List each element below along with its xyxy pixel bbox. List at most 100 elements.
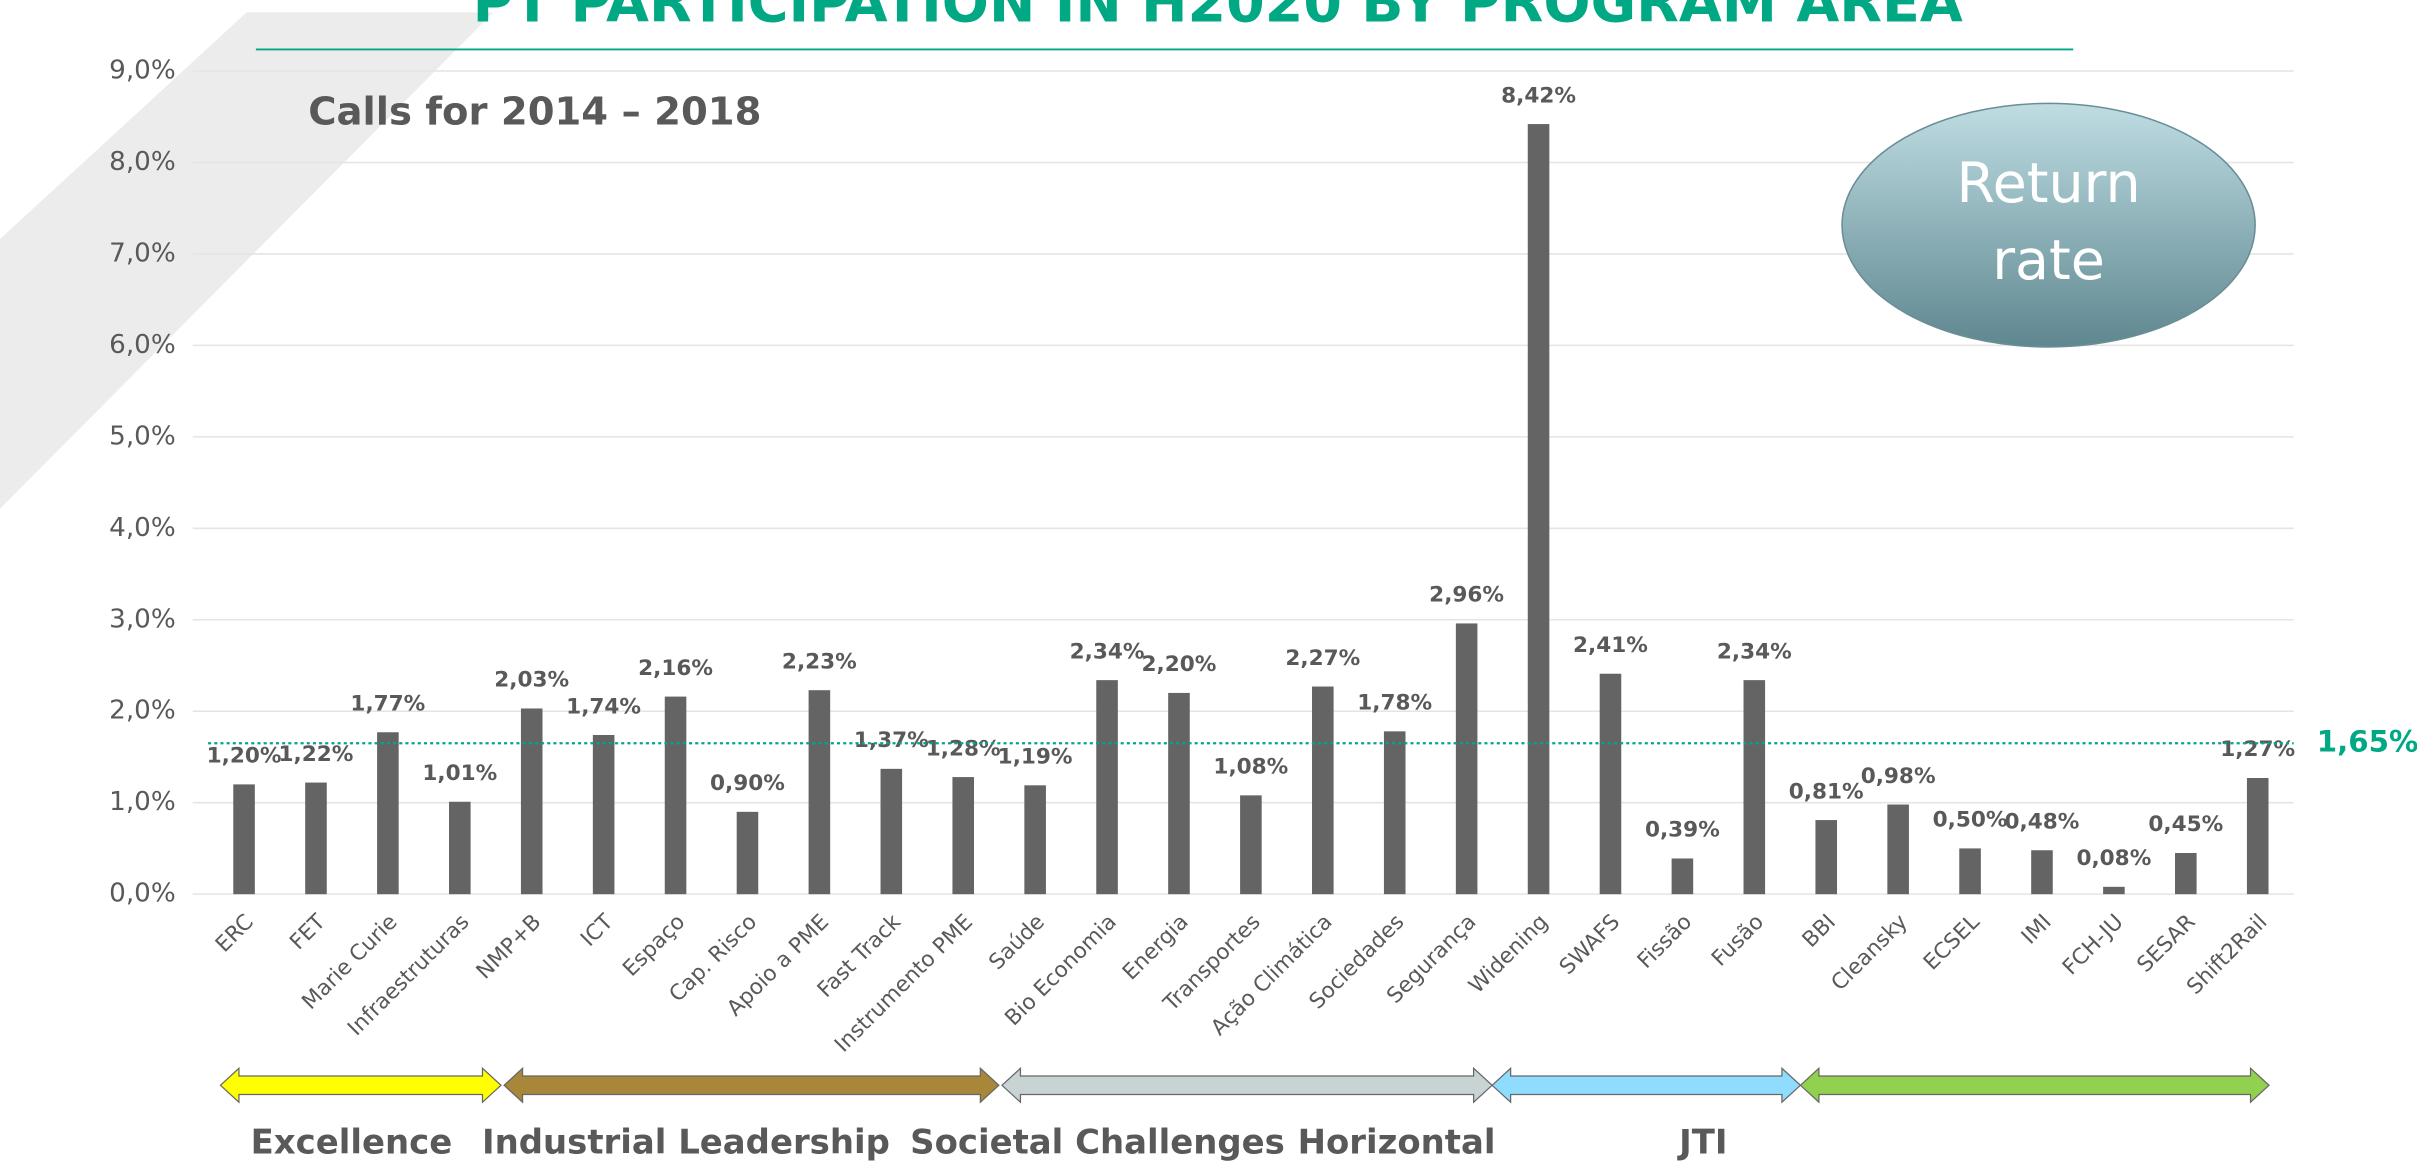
value-label: 2,41% <box>1573 633 1648 658</box>
bar <box>1312 686 1334 895</box>
value-label: 8,42% <box>1501 83 1576 108</box>
value-label: 1,27% <box>2220 737 2295 762</box>
bar <box>377 732 399 895</box>
bar <box>1887 804 1909 895</box>
group-arrow <box>503 1066 1000 1104</box>
value-label: 1,08% <box>1213 755 1288 780</box>
y-tick-label: 3,0% <box>109 604 176 634</box>
bar <box>1743 680 1766 895</box>
bar <box>449 801 471 895</box>
bar <box>952 777 975 895</box>
y-tick-label: 1,0% <box>109 787 176 817</box>
value-label: 0,90% <box>710 771 785 796</box>
x-tick-label: ICT <box>576 909 619 952</box>
value-label: 0,98% <box>1861 764 1936 789</box>
x-tick-label: Ação Climática <box>1206 910 1337 1041</box>
value-label: 0,50% <box>1933 808 2008 833</box>
value-label: 2,34% <box>1070 639 1145 664</box>
x-tick-label: Espaço <box>618 910 690 982</box>
chart-title: PT PARTICIPATION IN H2020 BY PROGRAM ARE… <box>473 0 1963 35</box>
group-label: Societal Challenges <box>910 1122 1285 1161</box>
value-label: 2,34% <box>1717 639 1792 664</box>
value-label: 1,01% <box>422 761 497 786</box>
value-label: 0,45% <box>2148 812 2223 837</box>
value-label: 1,78% <box>1357 691 1432 716</box>
x-tick-label: IMI <box>2017 910 2057 950</box>
y-tick-label: 8,0% <box>109 147 176 177</box>
group-label: Horizontal <box>1298 1122 1496 1161</box>
y-tick-label: 6,0% <box>109 330 176 360</box>
bar <box>1168 692 1190 895</box>
x-tick-label: SWAFS <box>1555 910 1625 980</box>
bar <box>592 735 615 895</box>
bar <box>2246 777 2269 895</box>
value-label: 1,77% <box>350 692 425 717</box>
bar <box>520 708 543 895</box>
bar <box>1240 795 1262 895</box>
value-label: 1,19% <box>998 745 1073 770</box>
x-tick-label: Cleansky <box>1827 909 1913 995</box>
group-arrow <box>219 1066 502 1104</box>
value-label: 0,08% <box>2076 846 2151 871</box>
bar <box>1096 680 1118 895</box>
bar <box>305 782 327 895</box>
group-arrow <box>1001 1066 1494 1104</box>
bar <box>2175 852 2197 895</box>
group-arrow <box>1799 1066 2270 1104</box>
bar <box>1671 858 1694 895</box>
bar <box>2103 886 2125 895</box>
value-label: 2,96% <box>1429 583 1504 608</box>
value-label: 0,48% <box>2005 809 2080 834</box>
value-label: 1,74% <box>566 694 641 719</box>
y-tick-label: 7,0% <box>109 238 176 268</box>
value-label: 1,28% <box>926 736 1001 761</box>
x-tick-label: FCH-JU <box>2058 910 2129 981</box>
bar <box>664 696 687 895</box>
bar <box>1959 848 1981 895</box>
value-label: 2,27% <box>1285 646 1360 671</box>
value-label: 1,22% <box>279 742 354 767</box>
bar <box>808 690 831 895</box>
bar <box>1383 731 1406 895</box>
annotation-ellipse <box>1841 102 2256 348</box>
y-tick-label: 0,0% <box>109 879 176 909</box>
annotation-box: Return rate <box>1956 152 2141 293</box>
y-tick-label: 4,0% <box>109 513 176 543</box>
x-tick-label: Fusão <box>1707 910 1769 972</box>
value-label: 0,39% <box>1645 818 1720 843</box>
value-label: 2,03% <box>494 668 569 693</box>
bar <box>1455 623 1478 895</box>
y-tick-label: 2,0% <box>109 696 176 726</box>
subtitle: Calls for 2014 – 2018 <box>308 90 761 135</box>
x-tick-label: NMP+B <box>472 910 547 985</box>
x-tick-label: Saúde <box>984 910 1049 975</box>
bar <box>1527 124 1550 895</box>
x-tick-label: ERC <box>211 910 259 958</box>
background-band <box>0 12 494 509</box>
x-tick-label: Instrumento PME <box>830 910 978 1058</box>
x-tick-label: SESAR <box>2132 910 2200 978</box>
reference-label: 1,65% <box>2317 725 2417 759</box>
value-label: 2,20% <box>1142 652 1217 677</box>
x-tick-label: BBI <box>1798 910 1841 953</box>
y-tick-label: 5,0% <box>109 421 176 451</box>
value-label: 1,20% <box>207 744 282 769</box>
value-label: 2,16% <box>638 656 713 681</box>
group-label: JTI <box>1677 1122 1727 1161</box>
bar <box>1024 785 1046 895</box>
bar <box>2031 850 2053 895</box>
bar <box>736 811 759 895</box>
bar <box>880 768 903 895</box>
value-label: 0,81% <box>1789 779 1864 804</box>
x-tick-label: ECSEL <box>1919 910 1985 976</box>
bar <box>233 784 255 895</box>
bar <box>1599 673 1622 895</box>
annotation: Return rate <box>1956 152 2141 293</box>
group-arrow <box>1491 1066 1802 1104</box>
bar <box>1815 820 1838 895</box>
value-label: 2,23% <box>782 649 857 674</box>
group-label: Excellence <box>251 1122 453 1161</box>
value-label: 1,37% <box>854 728 929 753</box>
y-tick-label: 9,0% <box>109 56 176 86</box>
